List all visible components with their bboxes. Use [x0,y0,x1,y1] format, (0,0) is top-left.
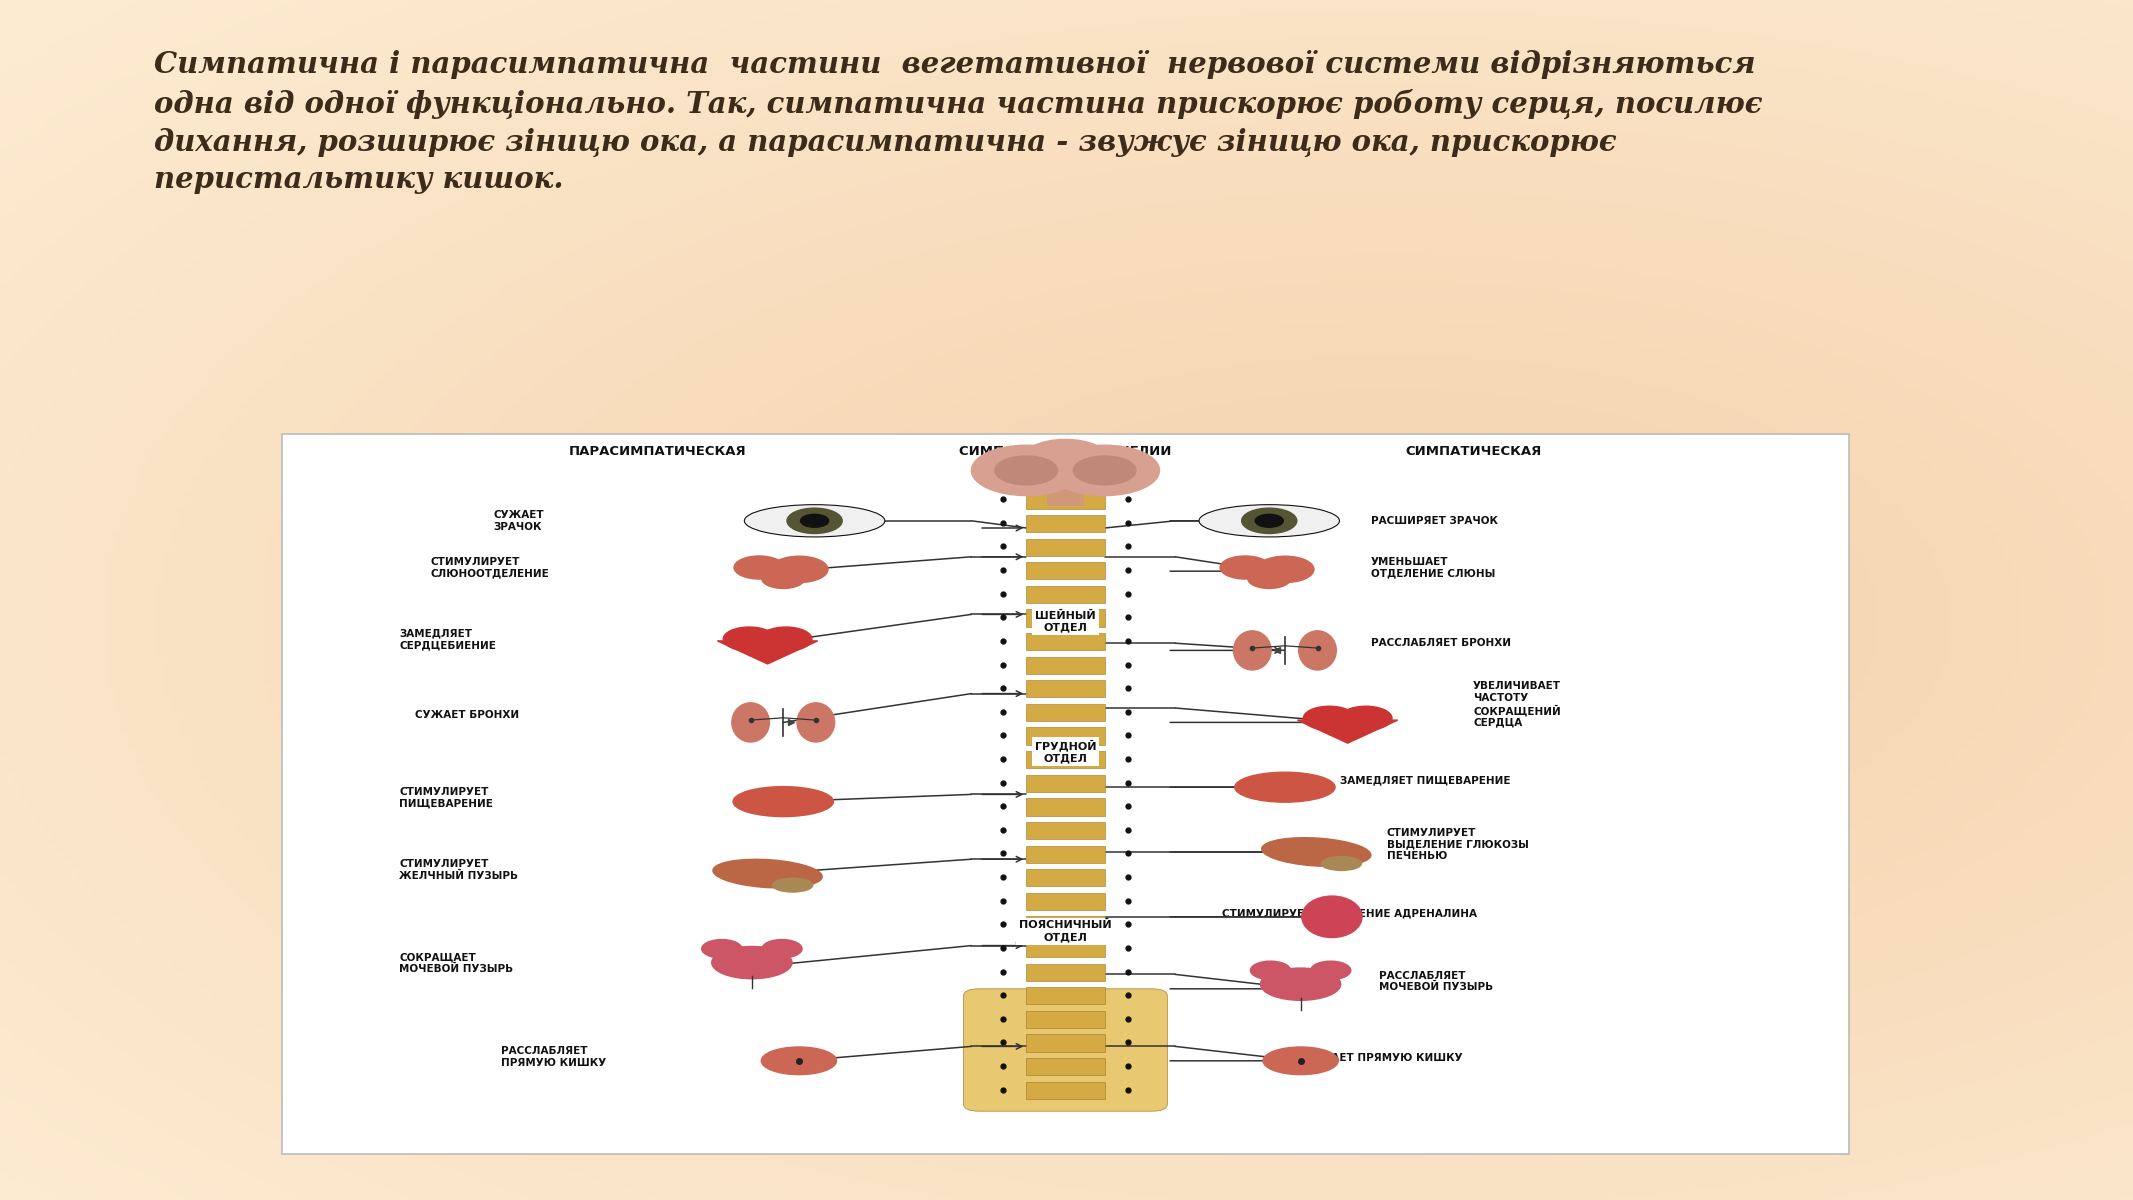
Bar [1026,656,1105,674]
Circle shape [1254,515,1284,527]
Ellipse shape [772,878,813,892]
Bar [1026,940,1105,958]
Bar [1026,610,1105,626]
Circle shape [1022,439,1109,480]
Text: Симпатична і парасимпатична  частини  вегетативної  нервової системи відрізняють: Симпатична і парасимпатична частини веге… [154,50,1762,194]
Text: СТИМУЛИРУЕТ
СЛЮНООТДЕЛЕНИЕ: СТИМУЛИРУЕТ СЛЮНООТДЕЛЕНИЕ [431,557,548,578]
Bar [1026,1010,1105,1028]
Circle shape [1303,707,1354,730]
Ellipse shape [1233,631,1271,670]
Text: СТИМУЛИРУЕТ
ЖЕЛЧНЫЙ ПУЗЫРЬ: СТИМУЛИРУЕТ ЖЕЛЧНЫЙ ПУЗЫРЬ [399,859,518,881]
Ellipse shape [1261,968,1342,1001]
Text: ПАРАСИМПАТИЧЕСКАЯ: ПАРАСИМПАТИЧЕСКАЯ [570,445,747,458]
Text: РАСШИРЯЕТ ЗРАЧОК: РАСШИРЯЕТ ЗРАЧОК [1372,516,1497,526]
Circle shape [734,556,785,580]
Bar [1026,539,1105,556]
Ellipse shape [1301,896,1363,937]
Circle shape [1241,508,1297,534]
Circle shape [994,456,1058,485]
Circle shape [1256,556,1314,582]
Circle shape [1049,445,1160,496]
Text: СТИМУЛИРУЕТ
ВЫДЕЛЕНИЕ ГЛЮКОЗЫ
ПЕЧЕНЬЮ: СТИМУЛИРУЕТ ВЫДЕЛЕНИЕ ГЛЮКОЗЫ ПЕЧЕНЬЮ [1386,828,1529,862]
Text: СИМПАТИЧЕСКАЯ: СИМПАТИЧЕСКАЯ [1406,445,1542,458]
Circle shape [759,628,813,650]
Text: СТИМУЛИРУЕТ ВЫДЕЛЕНИЕ АДРЕНАЛИНА: СТИМУЛИРУЕТ ВЫДЕЛЕНИЕ АДРЕНАЛИНА [1222,908,1478,918]
Text: СТИМУЛИРУЕТ
ПИЩЕВАРЕНИЕ: СТИМУЛИРУЕТ ПИЩЕВАРЕНИЕ [399,787,493,809]
Text: ЗАМЕДЛЯЕТ ПИЩЕВАРЕНИЕ: ЗАМЕДЛЯЕТ ПИЩЕВАРЕНИЕ [1340,775,1510,785]
Circle shape [787,508,843,534]
Bar [1026,562,1105,580]
Bar [1026,632,1105,650]
Text: ЗАМЕДЛЯЕТ
СЕРДЦЕБИЕНИЕ: ЗАМЕДЛЯЕТ СЕРДЦЕБИЕНИЕ [399,629,497,650]
Bar [1026,751,1105,768]
Circle shape [1248,569,1290,588]
Ellipse shape [744,505,885,536]
Bar [1026,869,1105,887]
Polygon shape [717,641,817,664]
Text: УВЕЛИЧИВАЕТ
ЧАСТОТУ
СОКРАЩЕНИЙ
СЕРДЦА: УВЕЛИЧИВАЕТ ЧАСТОТУ СОКРАЩЕНИЙ СЕРДЦА [1474,682,1561,727]
Circle shape [1073,456,1137,485]
Ellipse shape [798,703,834,742]
Text: РАССЛАБЛЯЕТ
ПРЯМУЮ КИШКУ: РАССЛАБЛЯЕТ ПРЯМУЮ КИШКУ [501,1046,606,1068]
Ellipse shape [1320,857,1361,870]
Bar [1026,586,1105,604]
Ellipse shape [761,1046,836,1075]
Text: ПОЯСНИЧНЫЙ
ОТДЕЛ: ПОЯСНИЧНЫЙ ОТДЕЛ [1020,920,1111,942]
Text: СИМПАТИЧЕСКИЕ ГАНГЛИИ: СИМПАТИЧЕСКИЕ ГАНГЛИИ [960,445,1171,458]
Circle shape [1220,556,1271,580]
Circle shape [761,569,804,588]
Bar [1026,917,1105,934]
Ellipse shape [1199,505,1340,536]
Circle shape [1250,961,1290,979]
Circle shape [1340,707,1393,730]
Circle shape [723,628,776,650]
Circle shape [800,515,828,527]
Bar [1026,680,1105,697]
Bar [1026,893,1105,910]
Circle shape [702,940,742,958]
Ellipse shape [1235,773,1335,802]
Bar [1026,704,1105,721]
Bar [1026,515,1105,532]
Text: РАССЛАБЛЯЕТ БРОНХИ: РАССЛАБЛЯЕТ БРОНХИ [1372,638,1510,648]
Text: СОКРАЩАЕТ ПРЯМУЮ КИШКУ: СОКРАЩАЕТ ПРЯМУЮ КИШКУ [1278,1052,1463,1062]
Text: ШЕЙНЫЙ
ОТДЕЛ: ШЕЙНЫЙ ОТДЕЛ [1035,611,1096,632]
Ellipse shape [1263,1046,1337,1075]
Text: ГРУДНОЙ
ОТДЕЛ: ГРУДНОЙ ОТДЕЛ [1035,739,1096,763]
Bar [1026,1034,1105,1051]
Circle shape [971,445,1081,496]
Ellipse shape [712,859,821,888]
Ellipse shape [1299,631,1337,670]
Text: СУЖАЕТ БРОНХИ: СУЖАЕТ БРОНХИ [414,710,518,720]
Circle shape [761,940,802,958]
Bar [1047,470,1084,506]
Text: УМЕНЬШАЕТ
ОТДЕЛЕНИЕ СЛЮНЫ: УМЕНЬШАЕТ ОТДЕЛЕНИЕ СЛЮНЫ [1372,557,1495,578]
Bar [1026,491,1105,509]
Bar [1026,846,1105,863]
Ellipse shape [1263,838,1372,866]
FancyBboxPatch shape [964,989,1167,1111]
Ellipse shape [712,947,791,979]
Bar [1026,988,1105,1004]
Circle shape [1310,961,1350,979]
Bar [1026,775,1105,792]
Text: СОКРАЩАЕТ
МОЧЕВОЙ ПУЗЫРЬ: СОКРАЩАЕТ МОЧЕВОЙ ПУЗЫРЬ [399,953,514,974]
Ellipse shape [732,703,770,742]
Bar [1026,1081,1105,1099]
Bar [282,434,1849,1154]
Bar [1026,822,1105,839]
Bar [1026,798,1105,816]
Bar [1026,1058,1105,1075]
Bar [1026,964,1105,980]
Bar [1026,727,1105,745]
Ellipse shape [734,787,834,816]
Text: СУЖАЕТ
ЗРАЧОК: СУЖАЕТ ЗРАЧОК [493,510,544,532]
Text: РАССЛАБЛЯЕТ
МОЧЕВОЙ ПУЗЫРЬ: РАССЛАБЛЯЕТ МОЧЕВОЙ ПУЗЫРЬ [1380,971,1493,992]
Polygon shape [1297,720,1397,743]
Circle shape [770,556,828,582]
